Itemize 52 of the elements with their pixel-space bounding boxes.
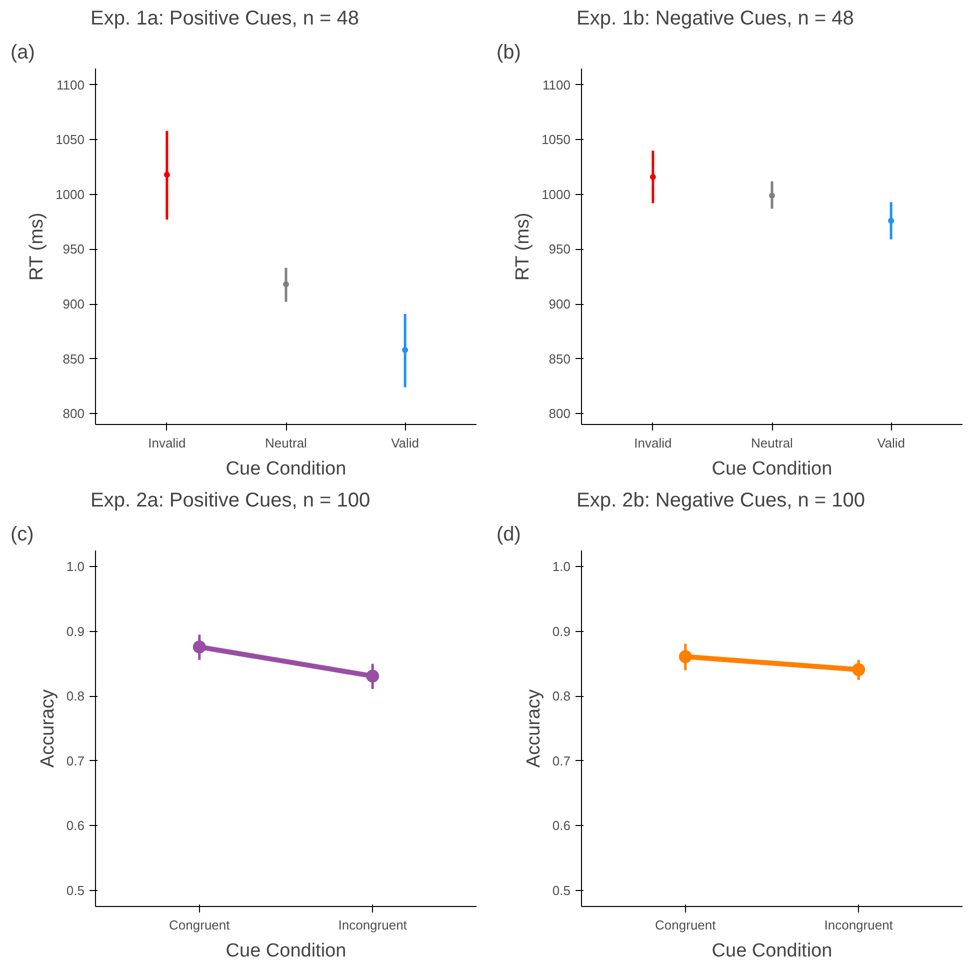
- y-tick-label: 1100: [542, 77, 571, 92]
- x-axis-title: Cue Condition: [712, 940, 832, 962]
- x-tick-label: Congruent: [169, 918, 230, 932]
- y-tick-label: 0.7: [552, 753, 571, 768]
- x-tick-label: Incongruent: [824, 918, 894, 932]
- y-tick-label: 0.7: [66, 753, 85, 768]
- x-axis-title: Cue Condition: [226, 940, 346, 962]
- chart-title: Exp. 1b: Negative Cues, n = 48: [576, 8, 854, 30]
- y-tick-label: 1.0: [66, 559, 85, 574]
- y-tick-label: 0.8: [552, 688, 571, 704]
- y-tick-label: 1000: [542, 186, 570, 202]
- y-tick-label: 850: [548, 351, 571, 366]
- text: (c): [10, 524, 34, 546]
- y-tick-label: 0.9: [66, 624, 85, 639]
- y-tick-label: 1050: [56, 132, 84, 148]
- y-tick-label: 800: [62, 406, 85, 422]
- text: (d): [496, 524, 521, 546]
- x-axis-title: Cue Condition: [712, 458, 832, 480]
- y-tick-label: 950: [548, 242, 571, 257]
- y-tick-label: 900: [548, 296, 571, 312]
- y-tick-label: 950: [62, 242, 85, 257]
- x-tick-label: Valid: [877, 436, 906, 450]
- chart-title: Exp. 2b: Negative Cues, n = 100: [576, 490, 866, 512]
- y-tick-label: 0.6: [552, 818, 571, 834]
- text: (a): [10, 42, 35, 64]
- x-tick-label: Invalid: [634, 436, 672, 450]
- y-tick-label: 1050: [542, 132, 570, 148]
- y-axis-title: Accuracy: [523, 688, 544, 768]
- x-tick-label: Valid: [391, 436, 420, 450]
- y-axis-title: RT (ms): [512, 212, 534, 281]
- chart-title: Exp. 1a: Positive Cues, n = 48: [90, 8, 359, 30]
- y-axis-title: Accuracy: [37, 688, 58, 768]
- y-tick-label: 0.9: [552, 624, 571, 639]
- x-tick-label: Invalid: [148, 436, 186, 450]
- y-tick-label: 900: [62, 296, 85, 312]
- y-tick-label: 0.6: [66, 818, 85, 834]
- y-tick-label: 1000: [56, 186, 84, 202]
- x-tick-label: Congruent: [655, 918, 716, 932]
- y-tick-label: 800: [548, 406, 571, 422]
- y-tick-label: 0.5: [552, 882, 571, 898]
- x-tick-label: Neutral: [265, 436, 308, 450]
- x-axis-title: Cue Condition: [226, 458, 346, 480]
- y-tick-label: 0.8: [66, 688, 85, 704]
- x-tick-label: Neutral: [751, 436, 794, 450]
- y-tick-label: 1.0: [552, 559, 571, 574]
- y-axis-title: RT (ms): [26, 212, 48, 281]
- y-tick-label: 850: [62, 351, 85, 366]
- y-tick-label: 0.5: [66, 882, 85, 898]
- text: (b): [496, 42, 521, 64]
- chart-title: Exp. 2a: Positive Cues, n = 100: [90, 490, 370, 512]
- x-tick-label: Incongruent: [338, 918, 408, 932]
- y-tick-label: 1100: [56, 77, 85, 92]
